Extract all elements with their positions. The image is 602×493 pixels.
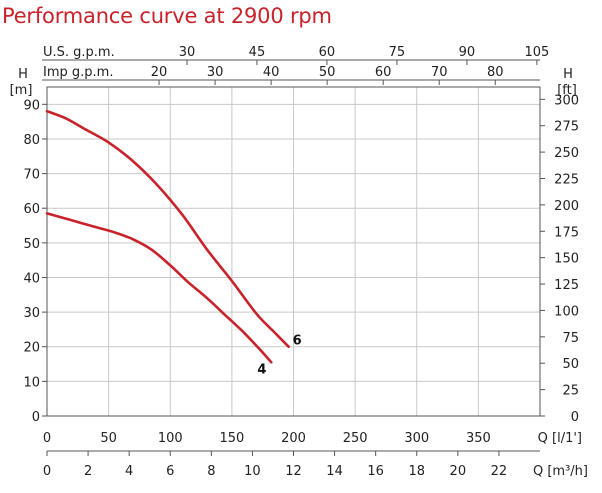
m3h-tick-label: 8 bbox=[207, 464, 215, 479]
y-tick-label: 50 bbox=[23, 237, 40, 252]
y-tick-label: 80 bbox=[23, 133, 40, 148]
x-tick-label: 250 bbox=[343, 431, 368, 446]
y2-tick-label: 25 bbox=[562, 384, 579, 399]
y-axis-label-unit: [m] bbox=[10, 83, 33, 98]
y2-axis-label-h: H bbox=[563, 67, 573, 82]
imp-gpm-tick-label: 80 bbox=[487, 65, 504, 80]
x-tick-label: 200 bbox=[281, 431, 306, 446]
y2-tick-label: 225 bbox=[554, 172, 579, 187]
y-tick-label: 60 bbox=[23, 202, 40, 217]
x-tick-label: 300 bbox=[404, 431, 429, 446]
y2-tick-label: 300 bbox=[554, 93, 579, 108]
us-gpm-tick-label: 30 bbox=[179, 45, 196, 60]
y2-tick-label: 0 bbox=[571, 410, 579, 425]
y-tick-label: 40 bbox=[23, 271, 40, 286]
m3h-tick-label: 16 bbox=[367, 464, 384, 479]
y-tick-label: 90 bbox=[23, 98, 40, 113]
y-axis-label-h: H bbox=[18, 67, 28, 82]
imp-gpm-tick-label: 60 bbox=[375, 65, 392, 80]
m3h-tick-label: 20 bbox=[450, 464, 467, 479]
pump-curve-6 bbox=[45, 109, 290, 348]
x-tick-label: 150 bbox=[219, 431, 244, 446]
m3h-tick-label: 4 bbox=[125, 464, 133, 479]
imp-gpm-tick-label: 30 bbox=[207, 65, 224, 80]
us-gpm-tick-label: 90 bbox=[459, 45, 476, 60]
us-gpm-tick-label: 105 bbox=[524, 45, 549, 60]
y2-tick-label: 275 bbox=[554, 120, 579, 135]
us-gpm-tick-label: 75 bbox=[389, 45, 406, 60]
plot-frame bbox=[46, 86, 541, 417]
pump-curve-4 bbox=[45, 212, 273, 364]
x-tick-label: 0 bbox=[43, 431, 51, 446]
y2-tick-label: 250 bbox=[554, 146, 579, 161]
y2-tick-label: 75 bbox=[562, 331, 579, 346]
imp-gpm-tick-label: 50 bbox=[319, 65, 336, 80]
x-tick-label: 50 bbox=[100, 431, 117, 446]
y2-tick-label: 175 bbox=[554, 225, 579, 240]
y-tick-label: 0 bbox=[32, 410, 40, 425]
y2-tick-label: 150 bbox=[554, 252, 579, 267]
label-layer: 64 bbox=[257, 334, 301, 378]
curve-label-6: 6 bbox=[293, 334, 302, 349]
grid-layer bbox=[46, 86, 541, 417]
m3h-axis-label: Q [m³/h] bbox=[533, 464, 588, 479]
curve-label-4: 4 bbox=[257, 362, 266, 377]
m3h-tick-label: 0 bbox=[43, 464, 51, 479]
m3h-tick-label: 6 bbox=[166, 464, 174, 479]
m3h-tick-label: 12 bbox=[285, 464, 302, 479]
us-gpm-tick-label: 60 bbox=[319, 45, 336, 60]
imp-gpm-tick-label: 70 bbox=[431, 65, 448, 80]
y-tick-label: 10 bbox=[23, 375, 40, 390]
curve-layer bbox=[45, 109, 290, 364]
y-tick-label: 30 bbox=[23, 306, 40, 321]
m3h-tick-label: 2 bbox=[84, 464, 92, 479]
m3h-tick-label: 18 bbox=[408, 464, 425, 479]
y2-tick-label: 125 bbox=[554, 278, 579, 293]
us-gpm-axis-label: U.S. g.p.m. bbox=[43, 45, 115, 60]
m3h-tick-label: 22 bbox=[491, 464, 508, 479]
y2-axis-label-unit: [ft] bbox=[557, 83, 577, 98]
imp-gpm-tick-label: 40 bbox=[263, 65, 280, 80]
x-tick-label: 350 bbox=[466, 431, 491, 446]
y2-tick-label: 200 bbox=[554, 199, 579, 214]
y2-tick-label: 50 bbox=[562, 357, 579, 372]
y-tick-label: 20 bbox=[23, 341, 40, 356]
chart-title: Performance curve at 2900 rpm bbox=[2, 4, 332, 28]
us-gpm-tick-label: 45 bbox=[249, 45, 266, 60]
m3h-tick-label: 10 bbox=[244, 464, 261, 479]
y-tick-label: 70 bbox=[23, 168, 40, 183]
x-axis-label: Q [l/1'] bbox=[538, 431, 582, 446]
imp-gpm-axis-label: Imp g.p.m. bbox=[43, 65, 113, 80]
m3h-tick-label: 14 bbox=[326, 464, 343, 479]
imp-gpm-tick-label: 20 bbox=[151, 65, 168, 80]
x-tick-label: 100 bbox=[158, 431, 183, 446]
y2-tick-label: 100 bbox=[554, 304, 579, 319]
